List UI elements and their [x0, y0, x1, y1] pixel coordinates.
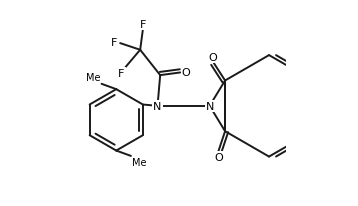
Text: O: O: [208, 53, 217, 63]
Text: F: F: [140, 20, 146, 30]
Text: F: F: [111, 37, 117, 48]
Text: O: O: [182, 68, 190, 78]
Text: N: N: [205, 101, 214, 111]
Text: O: O: [214, 152, 223, 162]
Text: N: N: [153, 101, 162, 111]
Text: F: F: [118, 69, 125, 79]
Text: Me: Me: [86, 73, 100, 83]
Text: Me: Me: [132, 157, 146, 167]
